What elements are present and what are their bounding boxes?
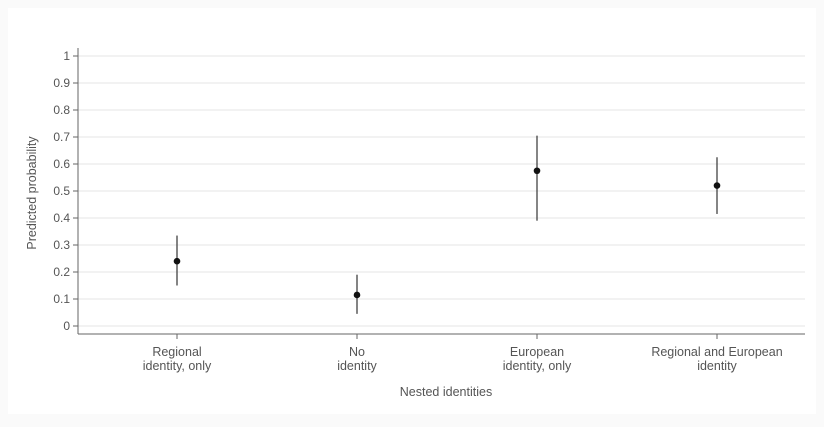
chart-background bbox=[8, 8, 816, 414]
y-axis-title: Predicted probability bbox=[25, 136, 39, 250]
x-category-label: Regional and European bbox=[651, 345, 782, 359]
x-category-label: identity bbox=[337, 359, 377, 373]
y-tick-label: 0.9 bbox=[53, 76, 70, 90]
y-tick-label: 0.1 bbox=[53, 292, 70, 306]
y-tick-label: 0.5 bbox=[53, 184, 70, 198]
x-category-label: Regional bbox=[152, 345, 201, 359]
x-axis-title: Nested identities bbox=[400, 385, 492, 399]
point-estimate bbox=[173, 257, 181, 265]
y-tick-label: 0.8 bbox=[53, 103, 70, 117]
x-category-label: identity bbox=[697, 359, 737, 373]
y-tick-label: 0 bbox=[63, 319, 70, 333]
y-tick-label: 0.7 bbox=[53, 130, 70, 144]
y-tick-label: 0.6 bbox=[53, 157, 70, 171]
axes bbox=[73, 48, 805, 339]
y-tick-label: 0.3 bbox=[53, 238, 70, 252]
point-estimates bbox=[173, 167, 721, 299]
x-category-label: European bbox=[510, 345, 564, 359]
point-estimate bbox=[533, 167, 541, 175]
y-tick-labels: 0 0.1 0.2 0.3 0.4 0.5 0.6 0.7 0.8 0.9 1 bbox=[53, 49, 70, 333]
y-tick-label: 0.4 bbox=[53, 211, 70, 225]
x-category-label: No bbox=[349, 345, 365, 359]
x-category-label: identity, only bbox=[143, 359, 212, 373]
x-category-label: identity, only bbox=[503, 359, 572, 373]
grid-lines bbox=[78, 55, 805, 327]
y-tick-label: 1 bbox=[63, 49, 70, 63]
point-estimate bbox=[353, 291, 361, 299]
y-tick-label: 0.2 bbox=[53, 265, 70, 279]
point-estimate bbox=[713, 182, 721, 189]
